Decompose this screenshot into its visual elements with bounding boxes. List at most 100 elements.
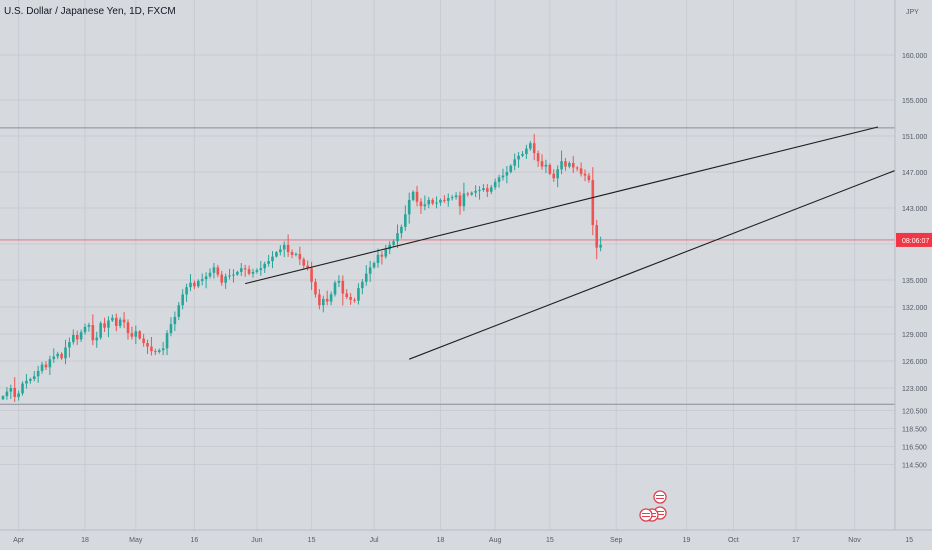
candle <box>255 268 259 274</box>
candle-body <box>157 350 161 352</box>
candle <box>228 268 231 280</box>
candle-body <box>462 193 466 207</box>
candle-body <box>56 353 59 357</box>
current-price-label: 08:06:07 <box>902 238 929 245</box>
candle-body <box>72 334 75 343</box>
candle <box>587 172 591 183</box>
candle <box>571 155 575 174</box>
candle-body <box>529 143 532 149</box>
candle <box>83 323 87 335</box>
candle <box>56 351 59 360</box>
candle <box>79 329 83 342</box>
candle <box>318 289 321 310</box>
y-tick-label: 126.000 <box>902 359 927 366</box>
candle-body <box>470 192 474 195</box>
candle-body <box>286 244 290 253</box>
candle <box>13 377 17 402</box>
candle-body <box>454 195 458 198</box>
candle-body <box>9 388 13 392</box>
x-tick-label: Jun <box>251 537 262 544</box>
candle-body <box>536 153 540 162</box>
candle-body <box>544 164 548 167</box>
y-tick-label: 116.500 <box>902 445 927 452</box>
candle-body <box>310 268 313 282</box>
candle <box>392 239 395 247</box>
candle <box>364 265 368 286</box>
candle <box>111 314 114 322</box>
candle-body <box>114 317 118 326</box>
candle-body <box>177 305 181 317</box>
candle-body <box>68 342 71 348</box>
candle <box>161 341 165 356</box>
candle-body <box>60 353 63 359</box>
candle-body <box>91 325 95 341</box>
candle <box>134 325 138 344</box>
candle <box>114 313 118 332</box>
candle <box>263 261 267 274</box>
candle <box>40 361 44 374</box>
candle-body <box>361 281 364 289</box>
candle <box>435 196 438 209</box>
candle <box>314 278 317 298</box>
candle <box>478 186 481 200</box>
candle <box>599 236 602 252</box>
candle <box>169 317 173 337</box>
candle-body <box>161 348 165 351</box>
candle-body <box>380 254 384 257</box>
candle-body <box>482 188 485 190</box>
candle <box>521 151 524 158</box>
candle <box>212 262 216 279</box>
candle <box>404 205 407 231</box>
candle-body <box>247 269 251 274</box>
candle-body <box>282 244 286 250</box>
y-tick-label: 155.000 <box>902 98 927 105</box>
candle <box>345 289 349 300</box>
y-tick-label: 147.000 <box>902 170 927 177</box>
candle-body <box>29 379 32 381</box>
candle-body <box>318 294 321 306</box>
candle <box>372 261 376 269</box>
candle-body <box>478 190 481 191</box>
x-tick-label: Sep <box>610 537 623 544</box>
candle-body <box>17 393 20 397</box>
candle-body <box>224 276 227 283</box>
candle <box>368 260 372 283</box>
candle-body <box>314 281 317 295</box>
candle-body <box>243 268 247 270</box>
candle-body <box>294 253 298 255</box>
candle <box>146 339 149 355</box>
candle-body <box>591 180 595 226</box>
candle-body <box>216 267 220 275</box>
candle-body <box>411 191 415 200</box>
candle-body <box>376 254 380 263</box>
candle <box>17 390 20 401</box>
candle <box>52 348 56 363</box>
candle <box>173 311 177 331</box>
candle-body <box>146 343 149 347</box>
candle <box>325 290 329 306</box>
candle-body <box>193 282 196 287</box>
candle <box>400 224 403 239</box>
candle-body <box>95 337 99 341</box>
candle-body <box>364 273 368 282</box>
candle <box>44 361 48 370</box>
candle <box>282 241 286 258</box>
x-tick-label: Aug <box>489 537 502 544</box>
candle-body <box>197 280 200 287</box>
candle-body <box>404 214 407 227</box>
x-tick-label: Jul <box>370 537 379 544</box>
candle <box>396 224 399 249</box>
candle-body <box>64 347 67 359</box>
candle-body <box>75 334 79 340</box>
y-tick-label: 132.000 <box>902 305 927 312</box>
candle-body <box>251 271 255 274</box>
candle <box>505 166 509 184</box>
candle-body <box>134 331 138 337</box>
candle-body <box>306 265 309 269</box>
candle <box>142 333 145 347</box>
candle <box>185 283 188 302</box>
candle-body <box>349 297 352 300</box>
